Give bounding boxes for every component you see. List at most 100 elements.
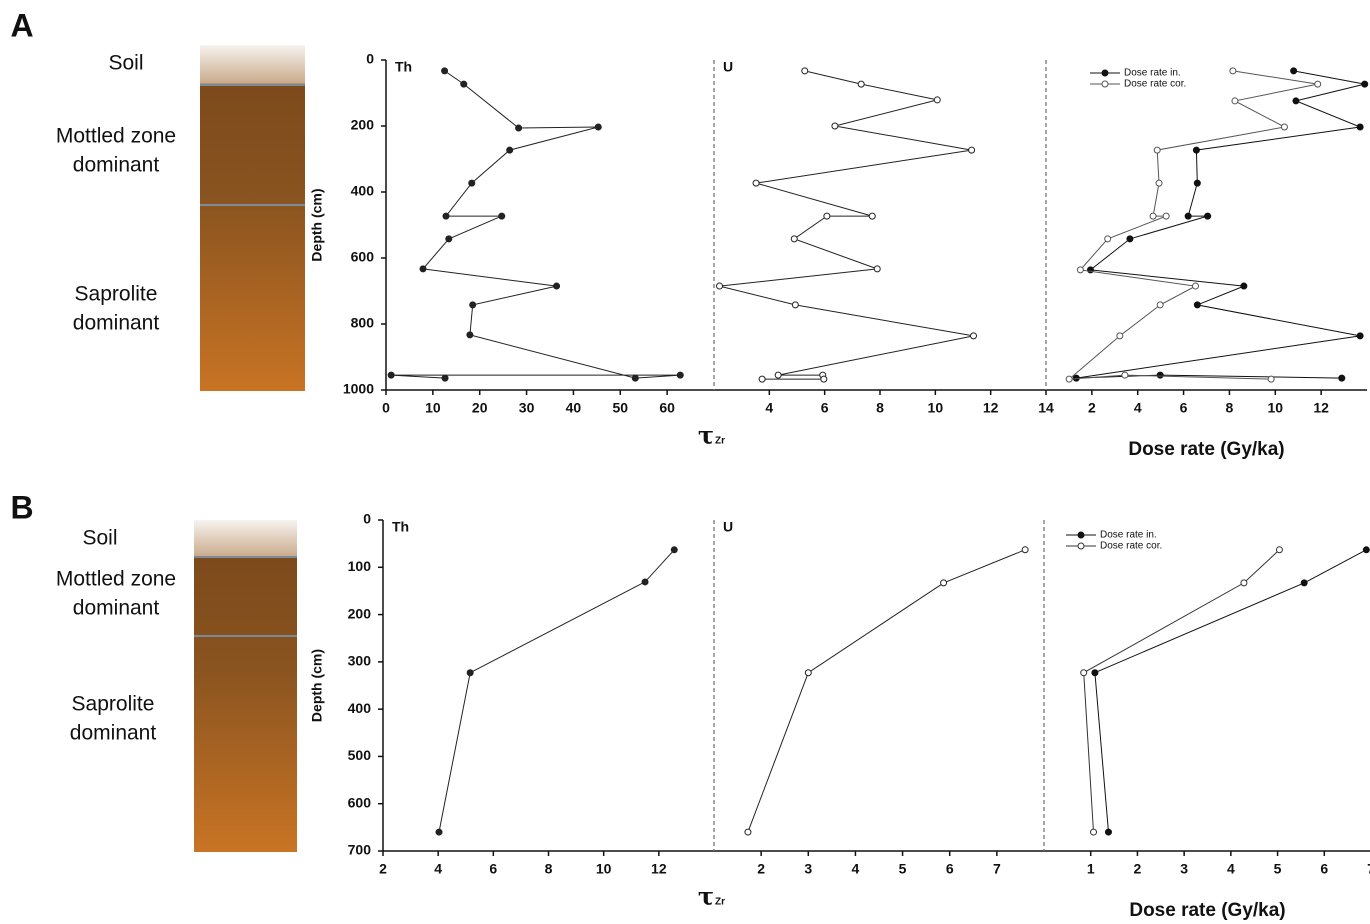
y-tick-label: 100 [348,558,372,574]
series-line [1094,549,1367,833]
x-tick-label: 10 [596,861,612,877]
y-tick-label: 400 [351,183,375,199]
x-tick-label: 14 [1038,400,1054,416]
data-point [868,212,876,220]
y-tick-label: 1000 [343,381,374,397]
data-point [387,371,395,379]
x-tick-label: 6 [1320,861,1328,877]
x-tick-label: 4 [1134,400,1142,416]
x-axis-label-sub: Zr [715,897,725,908]
data-point [506,146,514,154]
data-point [498,212,506,220]
panel-title: U [723,519,733,535]
data-point [820,375,828,383]
soil-column [194,520,297,852]
data-point [1361,80,1369,88]
data-point [1275,546,1283,554]
data-point [419,265,427,273]
data-point [804,669,812,677]
panel-title: Th [395,59,412,75]
data-point [1356,123,1364,131]
data-point [1065,375,1073,383]
x-tick-label: 4 [1227,861,1235,877]
data-point [1362,546,1370,554]
x-tick-label: 8 [1226,400,1234,416]
y-tick-label: 200 [351,117,375,133]
profile-label: dominant [73,154,160,177]
data-point [1290,67,1298,75]
x-axis-label: τ [698,882,714,911]
x-tick-label: 40 [566,400,582,416]
data-point [933,96,941,104]
profile-label: Saprolite [72,693,155,716]
data-point [1229,67,1237,75]
data-point [1280,123,1288,131]
legend-marker [1077,542,1085,550]
data-point [774,371,782,379]
profile-label: Soil [108,52,143,75]
legend-label: Dose rate cor. [1124,79,1186,90]
y-tick-label: 600 [348,794,372,810]
data-point [1231,97,1239,105]
data-point [1314,80,1322,88]
x-tick-label: 4 [765,400,773,416]
data-point [460,80,468,88]
data-point [1292,97,1300,105]
series-line [438,549,675,833]
panel-label: B [10,489,33,525]
data-point [515,124,523,132]
x-tick-label: 5 [1274,861,1282,877]
legend-label: Dose rate in. [1124,68,1181,79]
profile-label: Mottled zone [56,125,176,148]
data-point [445,235,453,243]
data-point [442,212,450,220]
data-point [1126,235,1134,243]
profile-label: Soil [82,527,117,550]
y-tick-label: 200 [348,605,372,621]
data-point [441,374,449,382]
data-point [1156,371,1164,379]
x-axis-label-sub: Zr [715,436,725,447]
data-point [1121,371,1129,379]
x-tick-label: 5 [899,861,907,877]
x-tick-label: 1 [1087,861,1095,877]
x-tick-label: 12 [983,400,999,416]
data-point [1153,146,1161,154]
data-point [791,301,799,309]
data-point [1091,669,1099,677]
data-point [1104,828,1112,836]
data-point [1090,828,1098,836]
data-point [469,301,477,309]
x-tick-label: 8 [876,400,884,416]
data-point [1076,266,1084,274]
data-point [968,146,976,154]
x-tick-label: 3 [1180,861,1188,877]
legend-marker [1101,69,1109,77]
profile-label: dominant [73,312,160,335]
x-tick-label: 6 [821,400,829,416]
x-tick-label: 60 [659,400,675,416]
x-tick-label: 2 [757,861,765,877]
data-point [1104,235,1112,243]
data-point [758,375,766,383]
data-point [1149,212,1157,220]
data-point [1155,179,1163,187]
series-line [719,70,974,380]
data-point [801,67,809,75]
y-tick-label: 0 [363,511,371,527]
data-point [873,265,881,273]
x-tick-label: 2 [379,861,387,877]
x-tick-label: 6 [489,861,497,877]
data-point [744,828,752,836]
series-line [1076,70,1365,379]
y-tick-label: 600 [351,249,375,265]
y-tick-label: 400 [348,700,372,716]
legend-label: Dose rate in. [1100,530,1157,541]
data-point [1240,579,1248,587]
x-tick-label: 4 [852,861,860,877]
y-tick-label: 800 [351,315,375,331]
data-point [940,579,948,587]
x-tick-label: 6 [946,861,954,877]
data-point [1080,669,1088,677]
